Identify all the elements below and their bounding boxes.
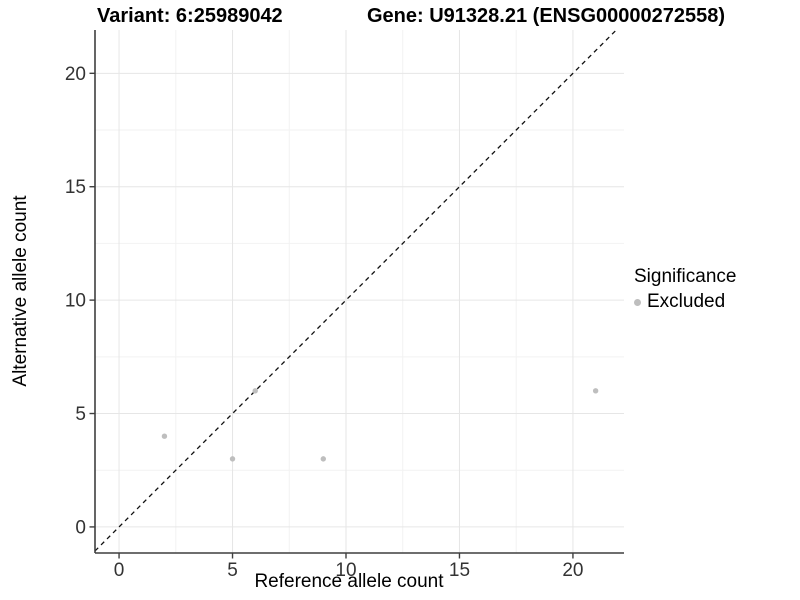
x-axis-title: Reference allele count [254, 571, 444, 592]
data-point [229, 456, 236, 462]
data-point [161, 433, 168, 439]
x-tick-label: 15 [449, 560, 470, 581]
excluded-point-icon [634, 298, 641, 306]
x-tick-label: 10 [335, 560, 356, 581]
identity-dashed-line [94, 29, 617, 552]
legend-item-label: Excluded [647, 291, 726, 312]
legend-title: Significance [634, 266, 737, 287]
x-tick-label: 0 [114, 560, 125, 581]
x-tick-label: 5 [227, 560, 238, 581]
data-point [320, 456, 327, 462]
x-tick-label: 20 [562, 560, 583, 581]
gene-title: Gene: U91328.21 (ENSG00000272558) [367, 5, 726, 27]
variant-title: Variant: 6:25989042 [97, 5, 283, 27]
data-point [592, 388, 599, 394]
y-tick-label: 10 [65, 291, 86, 312]
y-tick-label: 0 [75, 517, 86, 538]
y-tick-label: 15 [65, 177, 86, 198]
data-point [252, 388, 258, 394]
y-tick-label: 20 [65, 64, 86, 85]
y-tick-label: 5 [75, 404, 86, 425]
legend: Significance Excluded [634, 266, 736, 313]
legend-item-excluded: Excluded [634, 291, 736, 313]
